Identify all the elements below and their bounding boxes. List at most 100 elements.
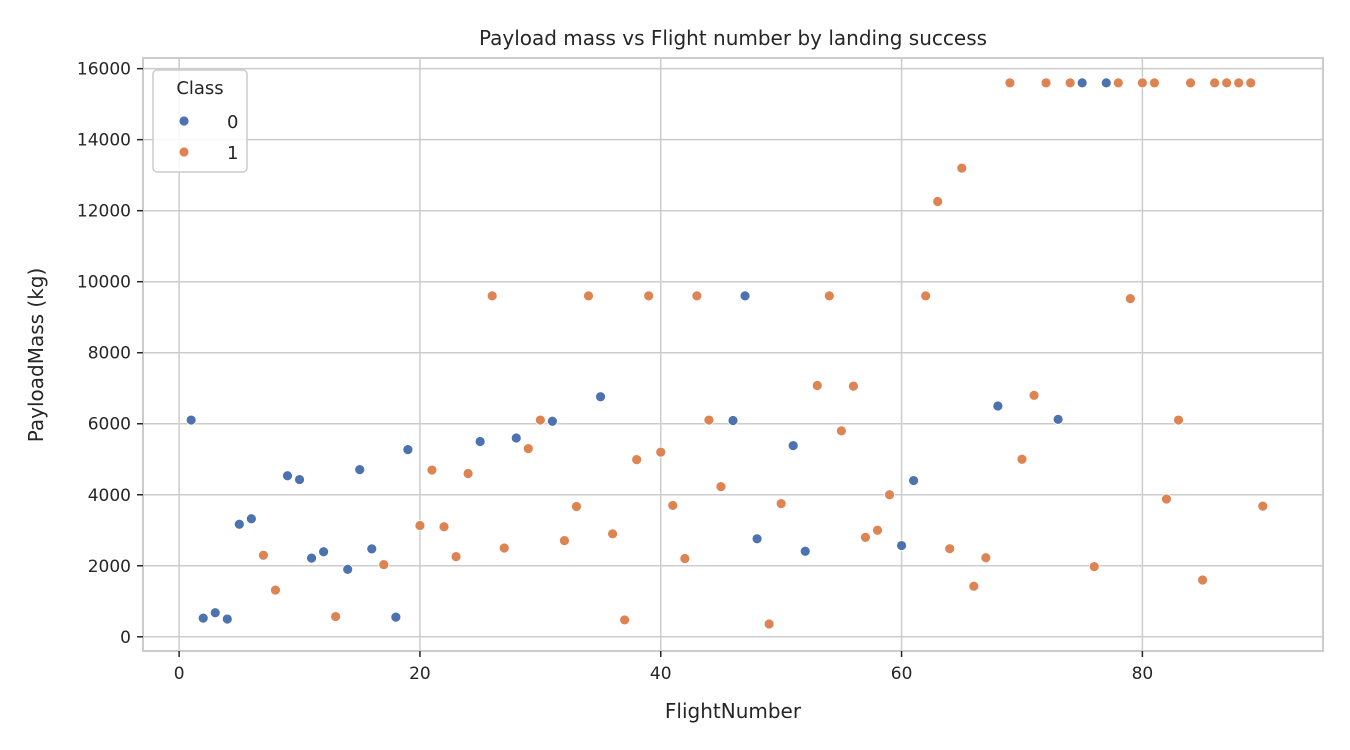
y-tick-label: 12000 [77, 202, 131, 222]
data-point-class-1 [811, 380, 823, 391]
data-point-class-1 [486, 290, 498, 302]
data-point-class-0 [245, 513, 257, 525]
tick-layer: 0 20 40 60 80 0 2000 4000 6000 8000 10000 12000 1400… [77, 60, 1153, 684]
data-point-class-1 [258, 549, 269, 561]
y-tick-label: 6000 [88, 415, 131, 435]
data-point-class-1 [1064, 77, 1076, 89]
data-point-class-1 [1257, 500, 1269, 512]
data-point-class-1 [763, 618, 775, 630]
data-point-class-0 [185, 414, 197, 426]
data-point-class-1 [1028, 389, 1040, 401]
data-point-class-1 [1197, 574, 1208, 586]
x-tick-label: 0 [174, 664, 185, 684]
data-point-class-0 [354, 464, 366, 476]
x-axis-label: FlightNumber [665, 699, 802, 723]
data-point-class-1 [1016, 453, 1028, 465]
data-point-class-1 [823, 290, 835, 302]
data-point-class-1 [1209, 77, 1221, 89]
data-point-class-1 [872, 524, 883, 536]
data-point-class-0 [992, 400, 1004, 412]
data-point-class-1 [920, 290, 932, 302]
data-point-class-1 [607, 528, 618, 540]
grid-layer [143, 58, 1323, 651]
data-point-class-0 [318, 546, 330, 558]
y-tick-label: 10000 [77, 273, 131, 293]
data-point-class-0 [1100, 77, 1112, 89]
legend-marker-class-0 [178, 115, 190, 127]
data-point-class-1 [884, 489, 895, 501]
data-point-class-0 [510, 432, 522, 444]
data-point-class-0 [282, 470, 293, 482]
data-point-class-1 [1149, 77, 1160, 89]
data-point-class-1 [426, 464, 438, 476]
data-point-class-0 [294, 474, 305, 485]
x-tick-label: 60 [891, 664, 913, 684]
x-tick-label: 20 [409, 664, 431, 684]
data-point-class-0 [787, 440, 799, 452]
data-point-class-1 [691, 290, 703, 302]
data-point-class-1 [775, 498, 787, 510]
data-point-class-1 [498, 542, 510, 554]
data-point-class-1 [1233, 77, 1245, 89]
data-point-class-1 [835, 425, 847, 437]
y-tick-label: 4000 [88, 486, 131, 506]
data-point-class-0 [595, 391, 606, 403]
data-point-class-0 [402, 444, 414, 456]
legend-label-class-0: 0 [227, 112, 238, 133]
data-point-class-1 [655, 446, 667, 458]
data-point-class-0 [209, 607, 221, 619]
y-tick-label: 2000 [88, 557, 131, 577]
data-point-class-1 [932, 196, 944, 207]
data-point-class-1 [559, 535, 570, 547]
data-point-class-1 [1004, 77, 1016, 89]
chart-title: Payload mass vs Flight number by landing… [479, 26, 987, 50]
data-point-class-1 [462, 468, 474, 479]
data-point-class-1 [438, 521, 450, 533]
data-point-class-1 [667, 500, 679, 511]
data-point-class-0 [546, 415, 558, 427]
data-point-class-1 [330, 611, 342, 622]
data-point-class-1 [1185, 77, 1196, 89]
data-point-class-1 [715, 481, 727, 492]
data-point-class-1 [1124, 293, 1136, 304]
data-point-class-0 [342, 564, 354, 575]
data-point-class-0 [233, 518, 245, 530]
data-point-class-1 [571, 501, 582, 512]
data-point-class-0 [306, 552, 317, 564]
data-point-class-1 [1173, 414, 1184, 426]
data-point-class-0 [751, 533, 763, 545]
data-point-class-1 [1112, 77, 1124, 89]
x-tick-label: 40 [650, 664, 672, 684]
data-point-class-1 [378, 559, 390, 570]
data-point-class-0 [474, 436, 486, 447]
data-point-class-0 [390, 611, 402, 623]
data-point-class-1 [944, 543, 956, 555]
legend-label-class-1: 1 [227, 143, 238, 164]
data-point-class-1 [1161, 493, 1172, 505]
data-point-class-1 [643, 290, 655, 302]
legend-box [152, 69, 248, 173]
data-point-class-0 [799, 545, 811, 557]
data-point-class-1 [270, 584, 281, 596]
y-tick-label: 8000 [88, 344, 131, 364]
data-point-class-0 [221, 613, 233, 625]
data-point-class-0 [908, 475, 920, 486]
data-point-class-1 [619, 614, 631, 626]
data-point-class-1 [534, 414, 546, 426]
data-point-class-1 [860, 531, 871, 543]
data-point-class-1 [703, 414, 715, 426]
data-point-class-0 [1052, 413, 1064, 425]
y-tick-label: 14000 [77, 131, 131, 151]
plot-frame [142, 57, 1324, 652]
y-axis-label: PayloadMass (kg) [24, 268, 48, 443]
data-point-class-0 [896, 540, 907, 551]
data-point-class-0 [366, 543, 378, 555]
data-point-class-1 [679, 553, 691, 564]
data-point-class-1 [450, 551, 462, 563]
points-layer [185, 77, 1269, 630]
data-point-class-1 [1221, 77, 1233, 89]
data-point-class-1 [956, 162, 968, 174]
y-tick-label: 16000 [77, 60, 131, 80]
data-point-class-0 [1076, 77, 1088, 89]
